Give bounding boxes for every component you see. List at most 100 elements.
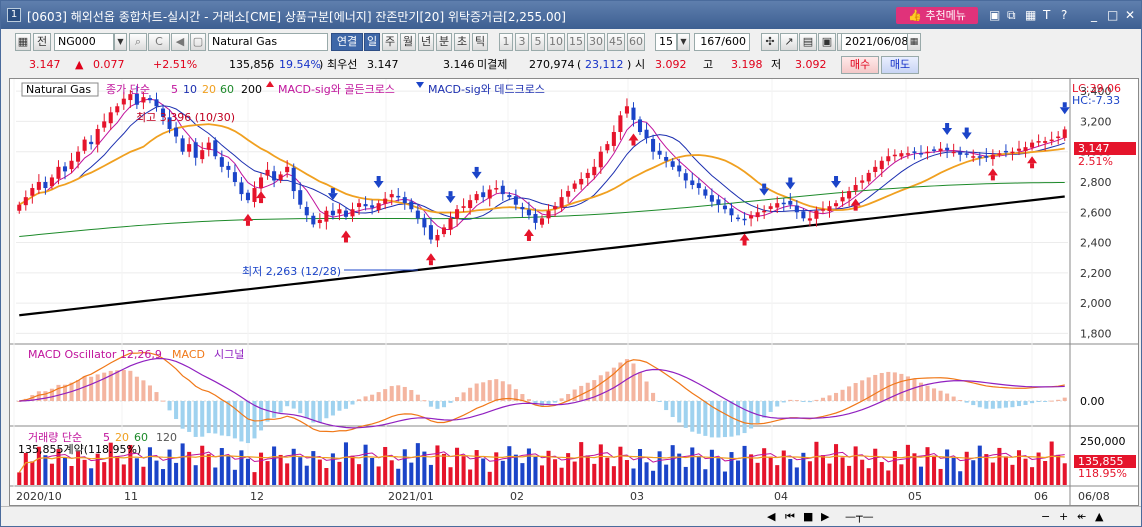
interval-button-4[interactable]: 15 <box>567 33 585 51</box>
search-icon[interactable]: ⌕ <box>129 33 147 51</box>
macd-bar <box>115 370 120 401</box>
macd-bar <box>1056 399 1061 401</box>
volume-bar <box>402 449 407 485</box>
crosshair-icon[interactable]: ✣ <box>761 33 779 51</box>
code-dropdown-icon[interactable]: ▼ <box>114 33 127 51</box>
zoom-in-icon[interactable]: + <box>1059 510 1069 523</box>
macd-bar <box>879 372 884 401</box>
layout-icon[interactable]: ▣ <box>989 8 1001 22</box>
interval-input[interactable]: 15 <box>655 33 677 51</box>
macd-bar <box>598 375 603 401</box>
interval-button-2[interactable]: 5 <box>531 33 545 51</box>
macd-bar <box>651 392 656 401</box>
candle <box>546 210 551 219</box>
volume-bar <box>441 453 447 485</box>
interval-button-3[interactable]: 10 <box>547 33 565 51</box>
candle <box>611 132 616 146</box>
candle <box>441 227 447 235</box>
macd-bar <box>794 400 799 402</box>
volume-axis-label: 250,000 <box>1080 435 1126 448</box>
volume-bar <box>847 465 852 485</box>
stop-icon[interactable]: ■ <box>803 510 814 523</box>
candle <box>520 206 525 210</box>
minimize-icon[interactable]: _ <box>1091 8 1097 22</box>
grid-icon[interactable]: ▦ <box>15 33 31 51</box>
candle <box>76 151 81 162</box>
macd-bar <box>696 401 701 434</box>
indicator-icon[interactable]: ↗ <box>780 33 798 51</box>
interval-dropdown-icon[interactable]: ▼ <box>677 33 690 51</box>
macd-bar <box>474 383 479 401</box>
calendar-icon[interactable]: ▦ <box>907 33 921 51</box>
date-input[interactable]: 2021/06/08 <box>841 33 909 51</box>
recommend-menu-button[interactable]: 👍 추천메뉴 <box>896 7 978 24</box>
volume-bar <box>291 448 296 485</box>
interval-button-0[interactable]: 1 <box>499 33 513 51</box>
period-button-5[interactable]: 초 <box>454 33 470 51</box>
volume-bar <box>304 465 309 485</box>
candle <box>69 160 74 170</box>
code-input[interactable]: NG000 <box>54 33 114 51</box>
close-icon[interactable]: ✕ <box>1125 8 1136 22</box>
copy-icon[interactable]: ⧉ <box>1007 8 1016 22</box>
sound-icon[interactable]: ◀ <box>171 33 189 51</box>
period-button-2[interactable]: 월 <box>400 33 416 51</box>
period-button-0[interactable]: 일 <box>364 33 380 51</box>
font-icon[interactable]: T <box>1043 8 1051 22</box>
period-button-6[interactable]: 틱 <box>472 33 488 51</box>
interval-button-7[interactable]: 60 <box>627 33 645 51</box>
dead-cross-arrow <box>759 188 770 196</box>
volume-bar <box>180 443 185 485</box>
volume-value: 135,855 <box>229 58 275 71</box>
interval-button-6[interactable]: 45 <box>607 33 625 51</box>
help-icon[interactable]: ? <box>1061 8 1068 22</box>
period-button-3[interactable]: 년 <box>418 33 434 51</box>
volume-bar <box>128 444 133 485</box>
candle <box>572 183 577 189</box>
lock-icon[interactable]: ▢ <box>190 33 206 51</box>
macd-bar <box>311 401 316 423</box>
chart-area[interactable]: 3,4003,2003,0002,8002,6002,4002,2002,000… <box>9 78 1139 506</box>
macd-bar <box>526 399 531 401</box>
period-button-1[interactable]: 주 <box>382 33 398 51</box>
candle <box>860 180 865 183</box>
price-change: 0.077 <box>93 58 125 71</box>
macd-bar <box>683 401 688 428</box>
volume-bar <box>376 466 381 485</box>
candle <box>592 166 597 176</box>
volume-bar <box>409 462 414 485</box>
candle <box>402 197 407 204</box>
rewind-icon[interactable]: ⏮ <box>785 510 795 523</box>
all-button[interactable]: 전 <box>33 33 51 51</box>
link-button[interactable]: 연결 <box>331 33 363 51</box>
volume-bar <box>971 460 976 485</box>
interval-button-1[interactable]: 3 <box>515 33 529 51</box>
y-tick-label: 2,600 <box>1080 206 1112 219</box>
sell-button[interactable]: 매도 <box>881 56 919 74</box>
maximize-icon[interactable]: □ <box>1107 8 1119 22</box>
volume-bar <box>834 444 839 485</box>
next-icon[interactable]: ▶ <box>821 510 830 523</box>
interval-button-5[interactable]: 30 <box>587 33 605 51</box>
zoom-out-icon[interactable]: − <box>1041 510 1051 523</box>
candle <box>187 144 192 152</box>
save-icon[interactable]: ▣ <box>818 33 836 51</box>
macd-bar <box>762 401 767 418</box>
candle <box>435 234 440 241</box>
macd-bar <box>36 391 41 401</box>
config-icon[interactable]: ▦ <box>1025 8 1037 22</box>
volume-bar <box>899 464 904 485</box>
macd-bar <box>742 401 747 434</box>
layout-grid-icon[interactable]: ▤ <box>799 33 817 51</box>
auto-scale-icon[interactable]: ▲ <box>1095 510 1104 523</box>
candle <box>585 172 590 179</box>
macd-bar <box>631 363 636 401</box>
period-button-4[interactable]: 분 <box>436 33 452 51</box>
candle <box>677 165 682 172</box>
prev-icon[interactable]: ◀ <box>767 510 776 523</box>
volume-bar <box>272 446 277 485</box>
zoom-slider[interactable]: —┬— <box>845 510 874 523</box>
scroll-left-icon[interactable]: ↞ <box>1077 510 1087 523</box>
buy-button[interactable]: 매수 <box>841 56 879 74</box>
condition-icon[interactable]: C <box>148 33 170 51</box>
